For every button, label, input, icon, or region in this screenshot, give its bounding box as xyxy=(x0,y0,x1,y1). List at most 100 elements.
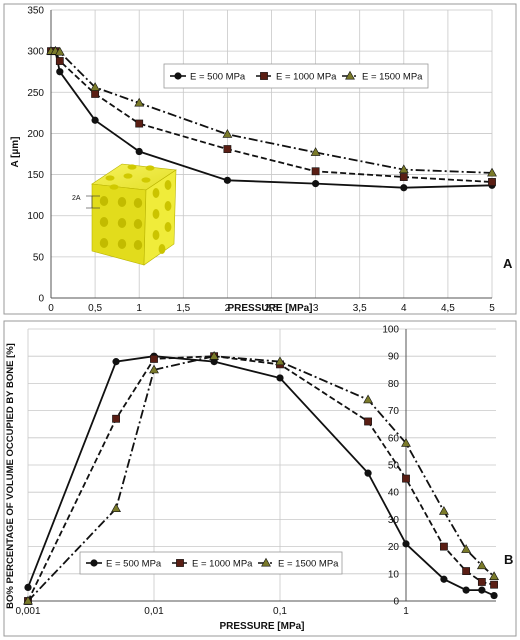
chart-b-point-2 xyxy=(402,474,410,483)
chart-a-point-1 xyxy=(91,116,99,124)
chart-b-point-1 xyxy=(364,469,372,477)
chart-a-point-2 xyxy=(55,57,64,65)
chart-b-y-tick-label: 40 xyxy=(388,488,400,499)
chart-a-point-1 xyxy=(223,176,231,184)
chart-b-point-3 xyxy=(461,544,472,553)
cube-pore xyxy=(133,240,143,250)
panel-label-a: A xyxy=(503,256,513,271)
chart-a-legend-marker xyxy=(174,72,182,80)
chart-a-point-3 xyxy=(134,97,145,107)
chart-a-y-tick-label: 150 xyxy=(27,170,44,181)
chart-b-point-3 xyxy=(111,503,121,513)
chart-a-point-1 xyxy=(56,68,64,76)
chart-a-series xyxy=(46,45,497,192)
chart-a-x-tick-label: 3,5 xyxy=(353,303,367,314)
chart-b-point-2 xyxy=(364,417,372,426)
chart-a-x-tick-label: 0 xyxy=(48,303,54,314)
chart-a-x-label: PRESSURE [MPa] xyxy=(227,303,312,314)
chart-b-point-2 xyxy=(490,580,498,589)
chart-b-point-1 xyxy=(462,586,470,594)
chart-a-legend: E = 500 MPa E = 1000 MPa E = 1500 MPa xyxy=(163,63,429,89)
chart-b-y-tick-label: 90 xyxy=(388,352,400,363)
chart-a-y-tick-label: 50 xyxy=(33,252,45,263)
chart-a-x-tick-label: 1,5 xyxy=(176,303,190,314)
chart-b-x-label: PRESSURE [MPa] xyxy=(219,621,304,632)
chart-b-legend: E = 500 MPa E = 1000 MPa E = 1500 MPa xyxy=(79,551,343,575)
chart-b-point-3 xyxy=(363,394,373,404)
panel-label-b: B xyxy=(504,552,513,567)
inset-label: 2A xyxy=(72,195,81,202)
cube-pore xyxy=(117,218,127,228)
chart-b-y-tick-label: 20 xyxy=(388,542,400,553)
chart-b-legend-marker xyxy=(90,559,98,567)
chart-b-point-2 xyxy=(150,355,158,363)
chart-b-y-tick-label: 0 xyxy=(393,597,399,608)
chart-a-point-2 xyxy=(91,90,99,98)
chart-a-y-label: A [µm] xyxy=(10,137,21,168)
chart-b-y-tick-label: 100 xyxy=(382,325,399,336)
cube-pore xyxy=(164,201,172,211)
chart-a-y-tick-label: 350 xyxy=(27,6,44,17)
chart-a-y-tick-label: 200 xyxy=(27,129,44,140)
chart-b-point-1 xyxy=(112,358,120,366)
cube-pore xyxy=(123,173,133,179)
cube-pore xyxy=(127,164,137,170)
chart-a-point-2 xyxy=(135,119,144,128)
chart-b-series xyxy=(23,350,499,605)
chart-a-x-tick-label: 4,5 xyxy=(441,303,455,314)
chart-b-point-2 xyxy=(462,567,471,575)
cube-pore xyxy=(145,165,155,171)
chart-b-point-3 xyxy=(149,364,159,374)
chart-b-point-3 xyxy=(439,506,449,515)
cube-pore xyxy=(164,180,172,190)
cube-pore xyxy=(117,197,127,207)
chart-a-point-2 xyxy=(399,173,408,181)
chart-a-frame xyxy=(3,3,517,315)
chart-b-legend-label: E = 1500 MPa xyxy=(278,559,339,570)
chart-a-x-tick-label: 1 xyxy=(136,303,142,314)
cube-pore xyxy=(133,198,143,208)
chart-a-ticks: 0 50 100 150 200 250 300 350 0 0,5 1 1,5 2 2,5 3 3,5 4 4,… xyxy=(27,6,495,315)
chart-b-point-3 xyxy=(23,595,33,605)
chart-b-point-1 xyxy=(440,575,448,583)
chart-a-x-tick-label: 0,5 xyxy=(88,303,102,314)
cube-pore xyxy=(133,219,143,229)
chart-b-frame xyxy=(3,320,517,637)
cube-pore xyxy=(99,196,109,206)
chart-b-point-3 xyxy=(275,356,285,366)
chart-a-x-tick-label: 3 xyxy=(313,303,319,314)
chart-a-y-tick-label: 100 xyxy=(27,211,44,222)
chart-b-point-2 xyxy=(477,578,486,586)
chart-a-point-2 xyxy=(311,167,320,176)
chart-b-x-tick-label: 0,1 xyxy=(273,606,287,617)
chart-a-legend-label: E = 500 MPa xyxy=(190,72,246,83)
chart-b-legend-label: E = 500 MPa xyxy=(106,559,162,570)
chart-b-point-2 xyxy=(112,414,120,423)
chart-a-point-1 xyxy=(135,147,143,156)
cube-pore xyxy=(117,239,127,249)
chart-a-y-tick-label: 250 xyxy=(27,88,44,99)
chart-a-x-tick-label: 5 xyxy=(489,303,495,314)
chart-b-y-tick-label: 50 xyxy=(388,461,400,472)
cube-pore xyxy=(109,184,119,190)
chart-a-point-1 xyxy=(400,184,408,192)
cube-pore xyxy=(99,238,109,248)
cube-pore xyxy=(105,175,115,181)
chart-a-legend-label: E = 1500 MPa xyxy=(362,72,423,83)
chart-a-point-3 xyxy=(54,46,65,56)
chart-a-point-1 xyxy=(312,180,320,188)
chart-b-legend-marker xyxy=(176,559,184,567)
chart-a-point-2 xyxy=(488,178,496,186)
cube-pore xyxy=(158,244,166,254)
chart-a-point-3 xyxy=(90,82,101,91)
chart-b-point-3 xyxy=(489,571,499,581)
chart-a-point-3 xyxy=(398,164,409,174)
chart-b-x-tick-label: 0,01 xyxy=(144,606,164,617)
chart-b-x-tick-label: 1 xyxy=(403,606,409,617)
cube-pore xyxy=(152,188,160,198)
chart-a-x-tick-label: 2 xyxy=(225,303,231,314)
chart-b-point-3 xyxy=(476,560,487,570)
chart-a-y-tick-label: 0 xyxy=(38,294,44,305)
